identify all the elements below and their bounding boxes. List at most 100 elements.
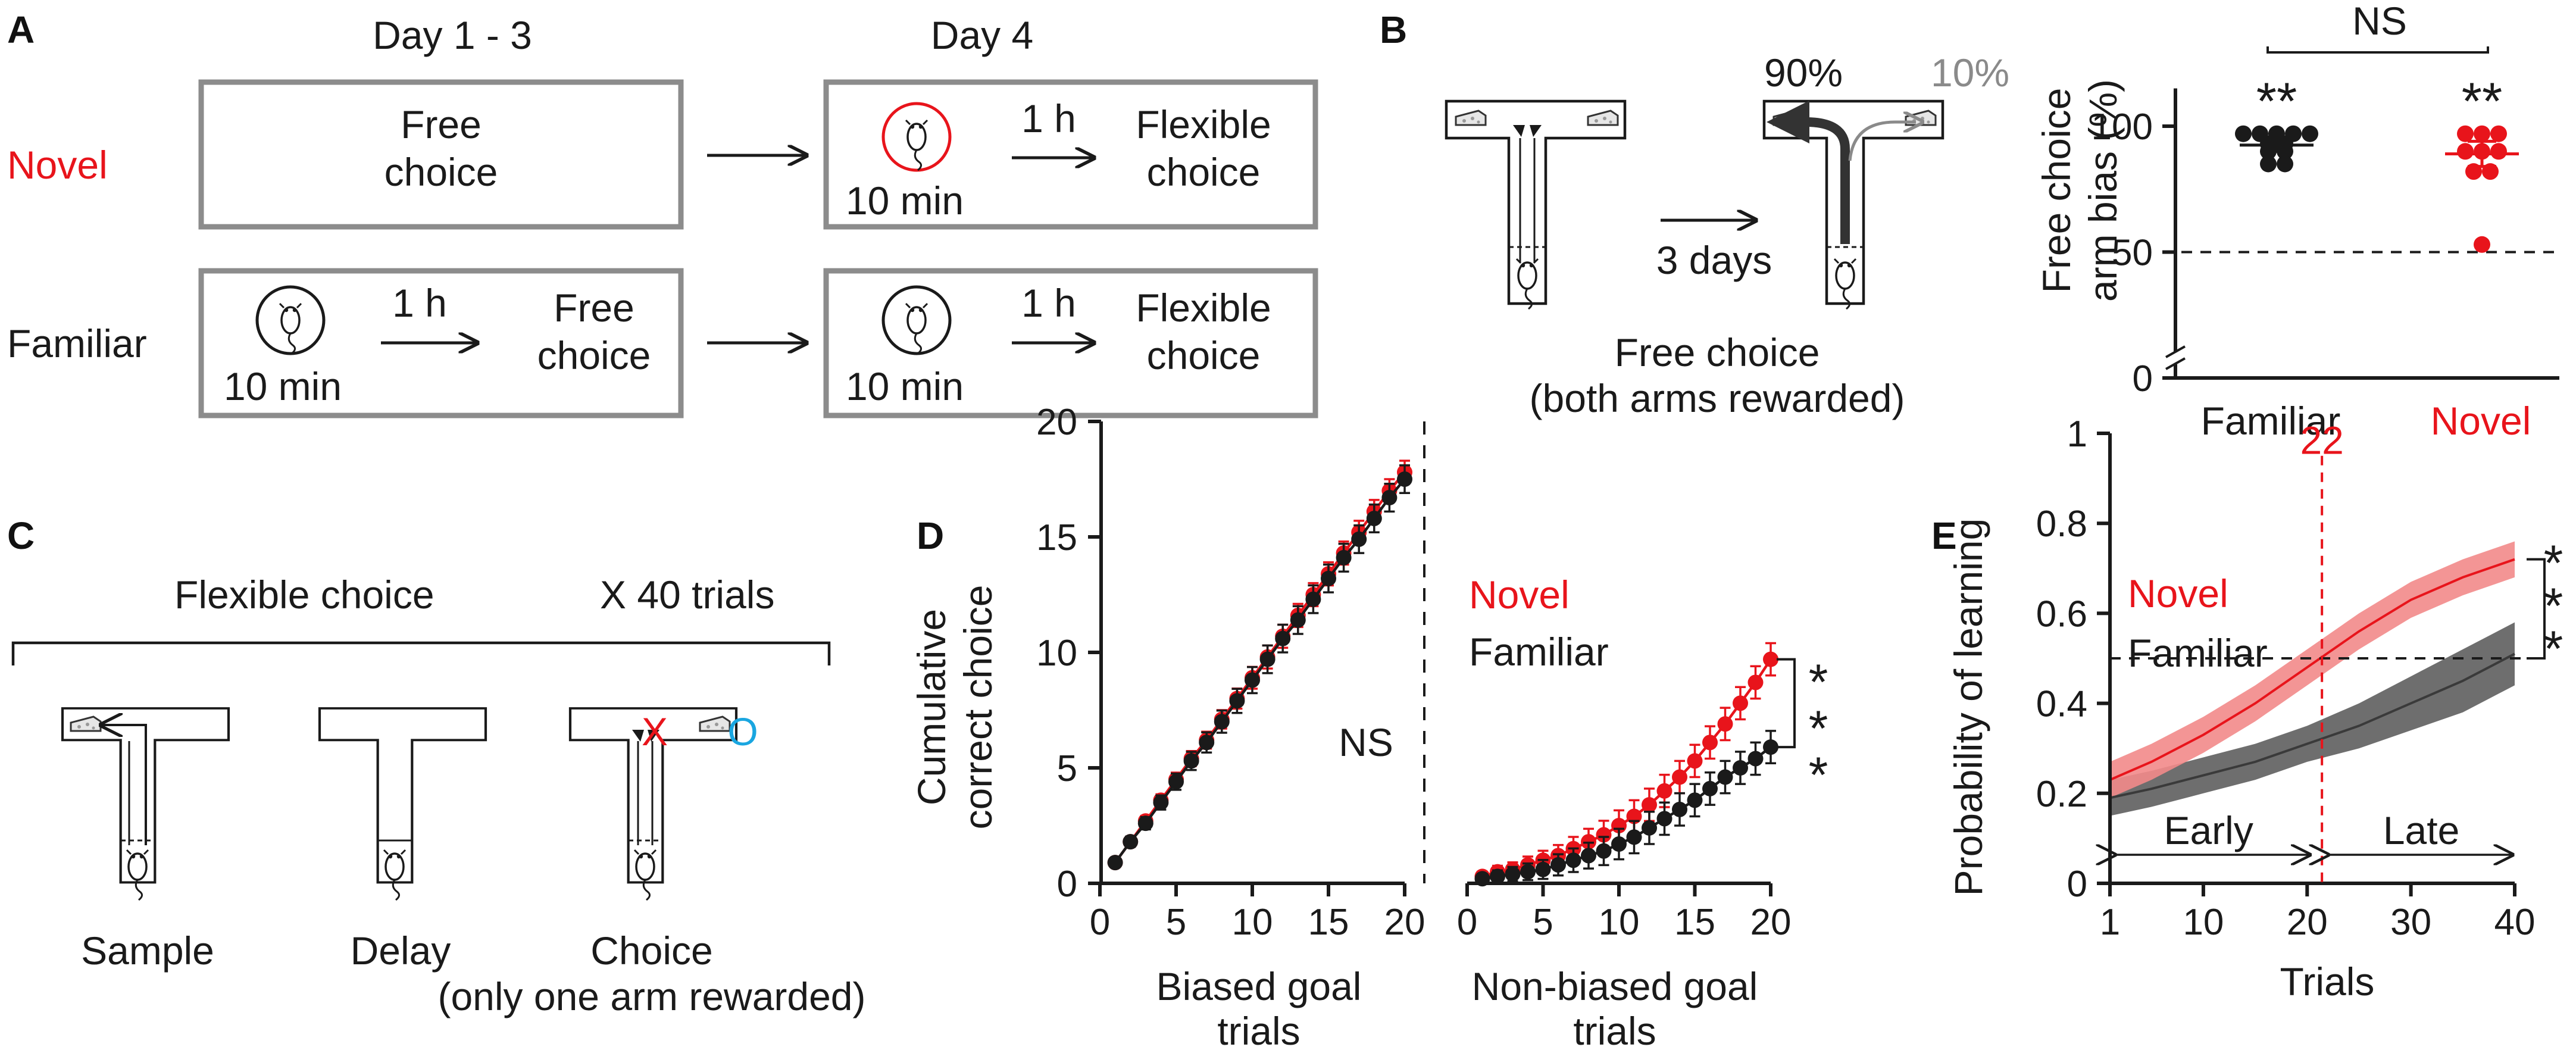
e-ytick-label: 1	[2067, 414, 2087, 455]
mouse-icon	[905, 302, 929, 355]
novel-10min: 10 min	[846, 179, 964, 223]
d-point-familiar	[1490, 868, 1505, 885]
b-ytick-label: 0	[2133, 358, 2153, 399]
d-sig-star: *	[1809, 654, 1828, 710]
b-point-novel	[2474, 125, 2490, 142]
d-point-novel	[1763, 651, 1778, 667]
e-sig-star: *	[2544, 535, 2564, 591]
d-point-novel	[1733, 695, 1748, 711]
e-xtick-label: 40	[2494, 902, 2536, 943]
mouse-icon	[279, 302, 302, 355]
day-4-label: Day 4	[931, 13, 1033, 57]
trials-bracket	[11, 641, 831, 665]
d-point-familiar	[1397, 471, 1412, 487]
b-point-novel	[2457, 143, 2474, 160]
b-ns-bracket	[2266, 46, 2489, 54]
panel-label-d: D	[917, 514, 944, 557]
d-point-novel	[1717, 716, 1733, 732]
d-point-familiar	[1550, 857, 1566, 873]
d-point-familiar	[1520, 864, 1536, 880]
e-line-novel	[2109, 558, 2515, 781]
d-point-familiar	[1107, 855, 1123, 871]
d-point-familiar	[1702, 780, 1718, 796]
b-point-novel	[2474, 236, 2490, 253]
novel-flex-line2: choice	[1147, 150, 1261, 194]
e-early-label: Early	[2164, 808, 2253, 852]
e-xlabel: Trials	[2280, 960, 2375, 1004]
novel-free-line2: choice	[384, 150, 498, 194]
d-xtick-label: 10	[1232, 902, 1273, 943]
d-point-familiar	[1717, 769, 1733, 785]
panel-label-c: C	[7, 514, 35, 557]
panel-label-b: B	[1380, 8, 1407, 51]
b-stars-novel: **	[2462, 71, 2503, 130]
familiar-free-line1: Free	[554, 286, 634, 330]
novel-1h: 1 h	[1021, 96, 1076, 140]
d-legend-familiar: Familiar	[1469, 630, 1609, 674]
t-maze-free-choice	[1446, 101, 1625, 310]
d-point-familiar	[1656, 811, 1672, 827]
b-point-familiar	[2260, 155, 2277, 173]
b-point-novel	[2490, 143, 2507, 160]
d-point-familiar	[1183, 753, 1199, 769]
novel-flex-line1: Flexible	[1136, 102, 1271, 146]
d-xlabel-left-2: trials	[1217, 1009, 1300, 1050]
sample-label: Sample	[81, 929, 214, 973]
panel-e-plot: E Probability of learning Trials Novel F…	[1931, 414, 2563, 1004]
d-point-familiar	[1381, 490, 1398, 506]
d-point-familiar	[1596, 843, 1612, 859]
e-line-familiar	[2109, 652, 2515, 799]
familiar-1h-2: 1 h	[1021, 281, 1076, 325]
d-xtick-label: 20	[1750, 902, 1792, 943]
d-sig-star: *	[1809, 746, 1828, 802]
d-ytick-label: 5	[1057, 748, 1077, 789]
familiar-free-line2: choice	[537, 333, 651, 377]
panel-d-plot: D Cumulative correct choice Biased goal …	[909, 402, 1828, 1050]
d-point-familiar	[1229, 693, 1245, 709]
d-xtick-label: 0	[1457, 902, 1477, 943]
e-band-familiar	[2110, 622, 2515, 816]
pct-right: 10%	[1931, 51, 2009, 95]
novel-row-label: Novel	[7, 143, 108, 187]
b-sem-familiar	[2262, 137, 2291, 153]
wrong-arm-mark: X	[642, 710, 668, 754]
d-xtick-label: 0	[1090, 902, 1110, 943]
d-point-familiar	[1351, 531, 1367, 547]
d-point-familiar	[1275, 630, 1291, 646]
b-point-novel	[2457, 125, 2474, 142]
d-point-familiar	[1474, 871, 1490, 887]
e-band-novel	[2110, 541, 2515, 798]
panel-b-plot: Free choice arm bias (%) NS ** ** Famili…	[2034, 0, 2559, 443]
delay-label: Delay	[351, 929, 451, 973]
e-sig-bracket	[2527, 558, 2546, 660]
e-ytick-label: 0.8	[2036, 504, 2087, 545]
choice-note: (only one arm rewarded)	[438, 974, 866, 1018]
d-xtick-label: 15	[1674, 902, 1715, 943]
b-cat-familiar: Familiar	[2201, 399, 2341, 443]
d-point-familiar	[1137, 815, 1153, 832]
d-xtick-label: 5	[1533, 902, 1553, 943]
d-point-novel	[1672, 769, 1687, 785]
familiar-day13-box	[198, 268, 684, 418]
b-point-familiar	[2302, 125, 2318, 142]
d-point-novel	[1702, 735, 1718, 751]
d-point-familiar	[1168, 774, 1184, 790]
t-maze-choice	[570, 708, 736, 901]
d-xlabel-left-1: Biased goal	[1156, 964, 1362, 1008]
d-point-familiar	[1305, 591, 1321, 607]
familiar-arena-icon	[255, 285, 326, 355]
d-xtick-label: 10	[1599, 902, 1640, 943]
panel-a: A Day 1 - 3 Day 4 Novel Familiar Free ch…	[7, 8, 1318, 418]
e-learning-trial-label: 22	[2300, 418, 2343, 462]
e-xtick-label: 1	[2100, 902, 2120, 943]
novel-free-line1: Free	[401, 102, 482, 146]
b-axis-break	[2165, 345, 2186, 370]
d-ytick-label: 10	[1036, 633, 1077, 674]
familiar-row-label: Familiar	[7, 321, 147, 365]
d-ytick-label: 0	[1057, 864, 1077, 905]
e-ytick-label: 0.4	[2036, 684, 2087, 725]
familiar-1h-1: 1 h	[392, 281, 447, 325]
d-sig-star: *	[1809, 700, 1828, 756]
day-1-3-label: Day 1 - 3	[373, 13, 532, 57]
d-point-familiar	[1366, 510, 1382, 526]
